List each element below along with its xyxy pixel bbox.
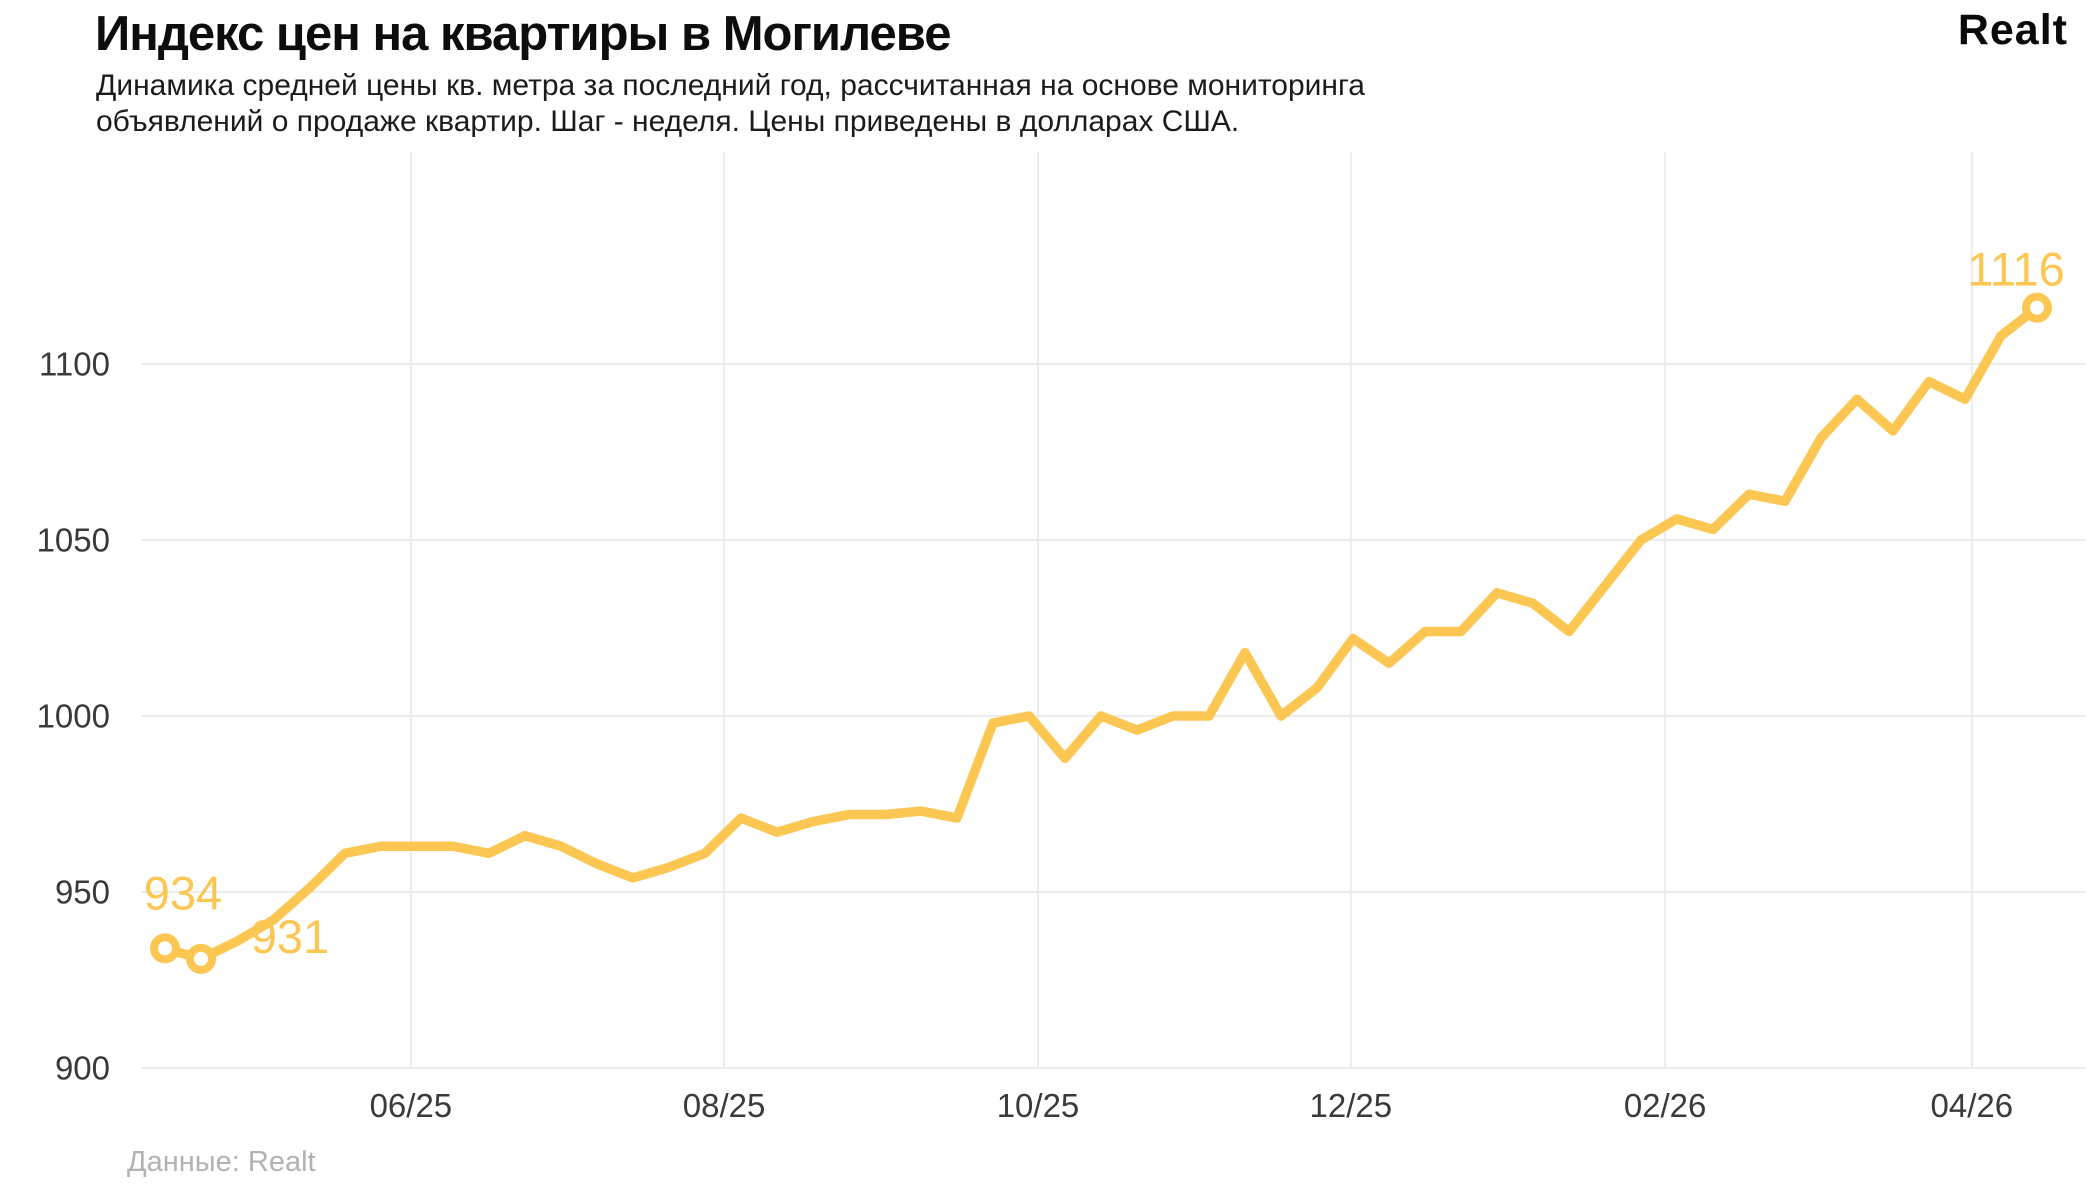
subtitle-line-2: объявлений о продаже квартир. Шаг - неде… xyxy=(96,105,1240,138)
x-axis-tick-label: 06/25 xyxy=(370,1087,453,1124)
data-point-label: 934 xyxy=(144,866,222,919)
x-axis-tick-label: 02/26 xyxy=(1624,1087,1707,1124)
x-axis-tick-label: 04/26 xyxy=(1931,1087,2014,1124)
data-point-marker xyxy=(186,943,216,974)
y-axis-tick-label: 1000 xyxy=(37,698,110,735)
x-axis-tick-label: 08/25 xyxy=(683,1087,766,1124)
y-axis-tick-label: 1050 xyxy=(37,522,110,559)
x-axis-tick-label: 10/25 xyxy=(997,1087,1080,1124)
page-title: Индекс цен на квартиры в Могилеве xyxy=(95,7,951,61)
realt-logo: Realt xyxy=(1957,6,2068,54)
price-line xyxy=(160,302,2042,964)
y-axis-tick-label: 900 xyxy=(55,1050,110,1087)
data-point-marker xyxy=(150,933,180,964)
data-point-label: 1116 xyxy=(1967,243,2065,296)
chart-subtitle: Динамика средней цены кв. метра за после… xyxy=(96,68,1365,140)
y-axis-tick-label: 1100 xyxy=(39,346,110,383)
subtitle-line-1: Динамика средней цены кв. метра за после… xyxy=(96,69,1365,102)
data-point-marker xyxy=(2022,292,2052,323)
y-axis-tick-label: 950 xyxy=(55,874,110,911)
data-source-note: Данные: Realt xyxy=(127,1146,316,1178)
x-axis-tick-label: 12/25 xyxy=(1310,1087,1393,1124)
data-point-label: 931 xyxy=(251,910,329,963)
